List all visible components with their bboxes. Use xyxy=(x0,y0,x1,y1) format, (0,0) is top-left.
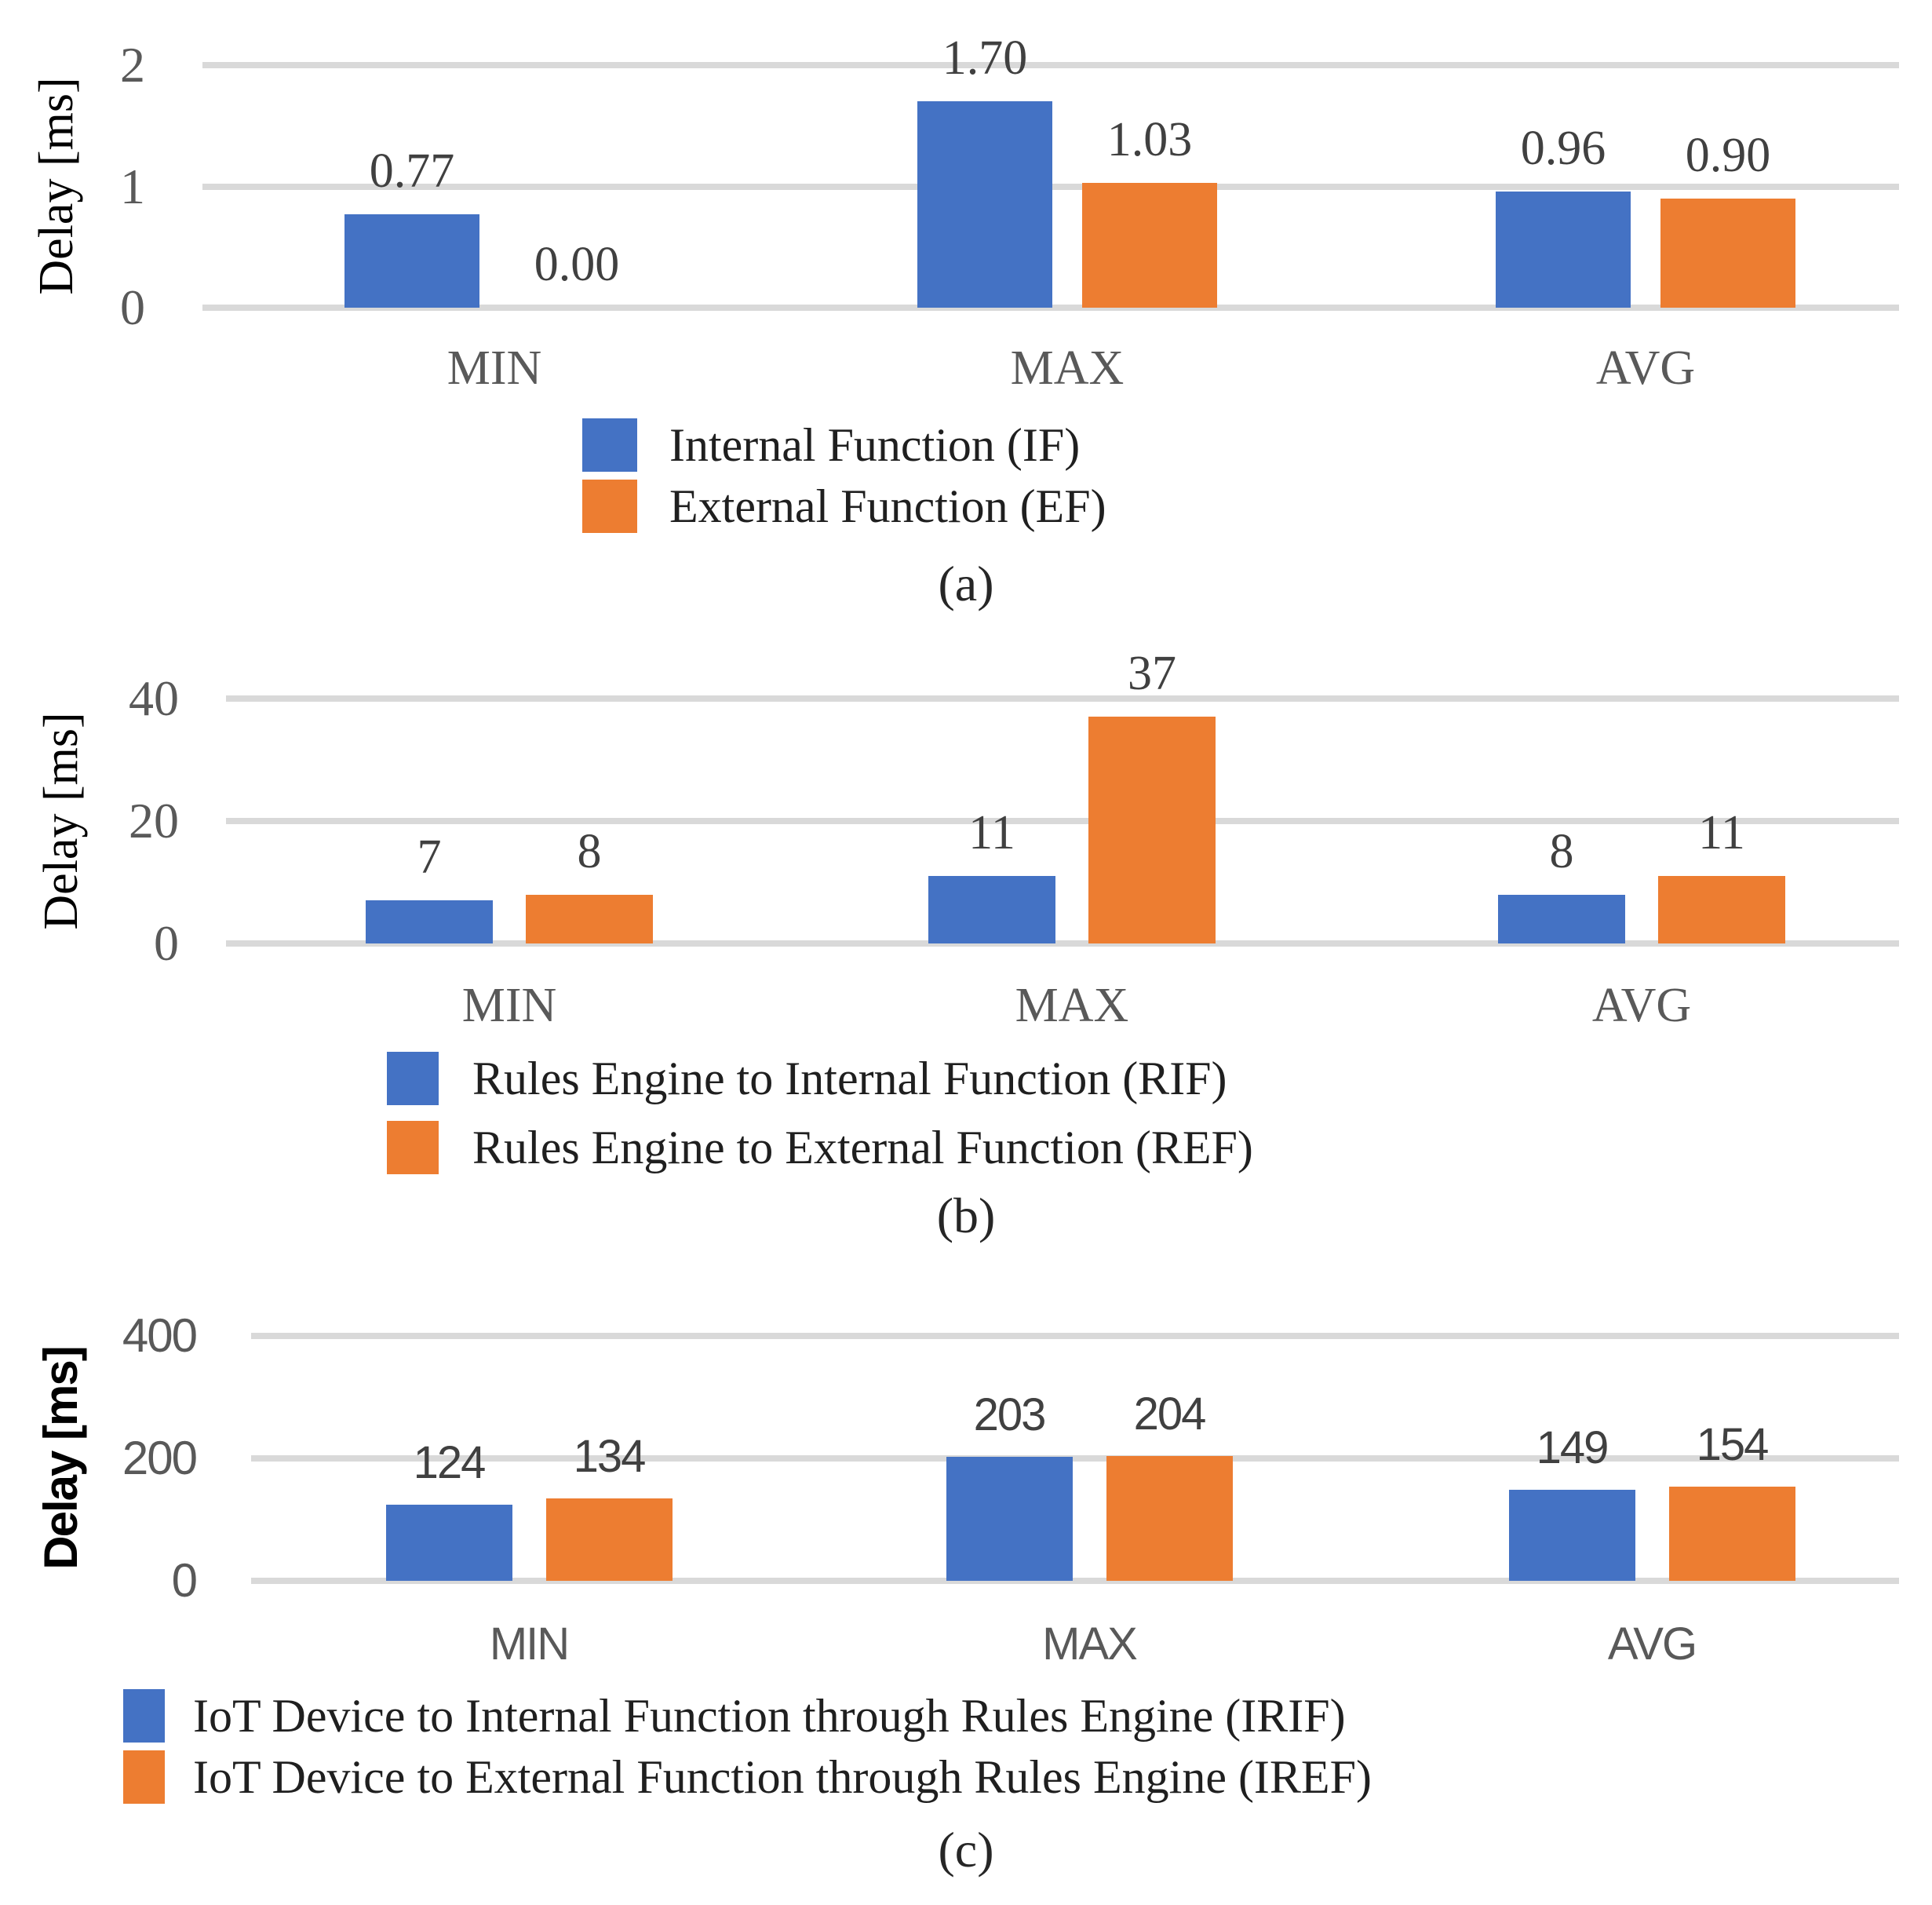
bar-a-avg-series-1 xyxy=(1496,192,1631,308)
chart-caption-a: (a) xyxy=(938,556,994,611)
category-label-avg: AVG xyxy=(1607,1619,1697,1670)
data-label: 0.96 xyxy=(1520,122,1606,175)
gridline xyxy=(226,818,1899,824)
category-label-min: MIN xyxy=(447,341,542,395)
bar-b-max-series-1 xyxy=(928,876,1055,943)
data-label: 134 xyxy=(573,1431,647,1482)
legend-label-series-1: IoT Device to Internal Function through … xyxy=(193,1690,1346,1742)
bar-a-max-series-1 xyxy=(917,101,1052,308)
gridline xyxy=(202,305,1899,311)
chart-caption-c: (c) xyxy=(938,1822,994,1878)
category-label-min: MIN xyxy=(461,979,557,1032)
y-axis-title-c: Delay [ms] xyxy=(35,1347,87,1570)
data-label: 0.90 xyxy=(1685,129,1771,182)
legend-label-series-1: Rules Engine to Internal Function (RIF) xyxy=(472,1053,1227,1104)
data-label: 154 xyxy=(1696,1419,1770,1470)
bar-b-max-series-2 xyxy=(1088,717,1216,943)
y-tick-label: 0 xyxy=(171,1554,198,1607)
legend-swatch-series-1 xyxy=(123,1689,165,1743)
data-label: 204 xyxy=(1133,1389,1207,1440)
data-label: 1.70 xyxy=(942,31,1028,85)
category-label-max: MAX xyxy=(1010,341,1125,395)
data-label: 37 xyxy=(1128,647,1176,700)
legend-label-series-1: Internal Function (IF) xyxy=(669,419,1081,471)
gridline xyxy=(226,940,1899,947)
legend-label-series-2: Rules Engine to External Function (REF) xyxy=(472,1122,1253,1173)
bar-c-avg-series-1 xyxy=(1508,1490,1635,1581)
legend-label-series-2: IoT Device to External Function through … xyxy=(193,1751,1372,1803)
data-label: 7 xyxy=(417,830,442,884)
category-label-min: MIN xyxy=(489,1619,570,1670)
data-label: 8 xyxy=(1549,825,1574,878)
data-label: 203 xyxy=(973,1389,1047,1440)
bar-c-min-series-1 xyxy=(385,1505,512,1581)
data-label: 1.03 xyxy=(1106,113,1193,166)
gridline xyxy=(251,1455,1899,1462)
category-label-max: MAX xyxy=(1015,979,1129,1032)
category-label-avg: AVG xyxy=(1595,341,1696,395)
y-tick-label: 0 xyxy=(120,279,145,335)
bar-b-avg-series-1 xyxy=(1498,895,1625,943)
data-label: 0.77 xyxy=(369,144,455,198)
data-label: 11 xyxy=(968,806,1015,859)
data-label: 0.00 xyxy=(534,238,620,291)
bar-b-min-series-2 xyxy=(526,895,653,943)
bar-c-min-series-2 xyxy=(545,1498,673,1581)
data-label: 124 xyxy=(413,1437,487,1488)
data-label: 11 xyxy=(1698,806,1745,859)
bar-a-min-series-1 xyxy=(344,214,479,308)
legend-swatch-series-2 xyxy=(123,1750,165,1804)
gridline xyxy=(226,695,1899,702)
bar-b-min-series-1 xyxy=(366,900,493,943)
y-axis-title-b: Delay [ms] xyxy=(35,712,88,930)
bar-c-avg-series-2 xyxy=(1668,1487,1795,1581)
data-label: 8 xyxy=(577,825,602,878)
legend-swatch-series-1 xyxy=(582,418,637,472)
bar-b-avg-series-2 xyxy=(1658,876,1785,943)
bar-c-max-series-1 xyxy=(946,1457,1073,1581)
bar-a-avg-series-2 xyxy=(1660,199,1795,308)
bar-a-max-series-2 xyxy=(1082,183,1217,308)
gridline xyxy=(202,62,1899,68)
y-tick-label: 2 xyxy=(120,37,145,93)
bar-c-max-series-2 xyxy=(1106,1456,1233,1581)
legend-swatch-series-2 xyxy=(387,1121,439,1174)
y-tick-label: 400 xyxy=(122,1309,198,1362)
y-tick-label: 20 xyxy=(129,793,179,848)
data-label: 149 xyxy=(1536,1422,1609,1473)
chart-caption-b: (b) xyxy=(936,1188,996,1243)
gridline xyxy=(251,1578,1899,1584)
y-axis-title-a: Delay [ms] xyxy=(30,77,83,295)
y-tick-label: 200 xyxy=(122,1432,198,1484)
category-label-max: MAX xyxy=(1042,1619,1138,1670)
category-label-avg: AVG xyxy=(1591,979,1692,1032)
legend-label-series-2: External Function (EF) xyxy=(669,480,1106,532)
gridline xyxy=(251,1333,1899,1339)
y-tick-label: 1 xyxy=(120,158,145,214)
y-tick-label: 40 xyxy=(129,670,179,726)
y-tick-label: 0 xyxy=(154,915,179,971)
legend-swatch-series-1 xyxy=(387,1052,439,1105)
legend-swatch-series-2 xyxy=(582,480,637,533)
